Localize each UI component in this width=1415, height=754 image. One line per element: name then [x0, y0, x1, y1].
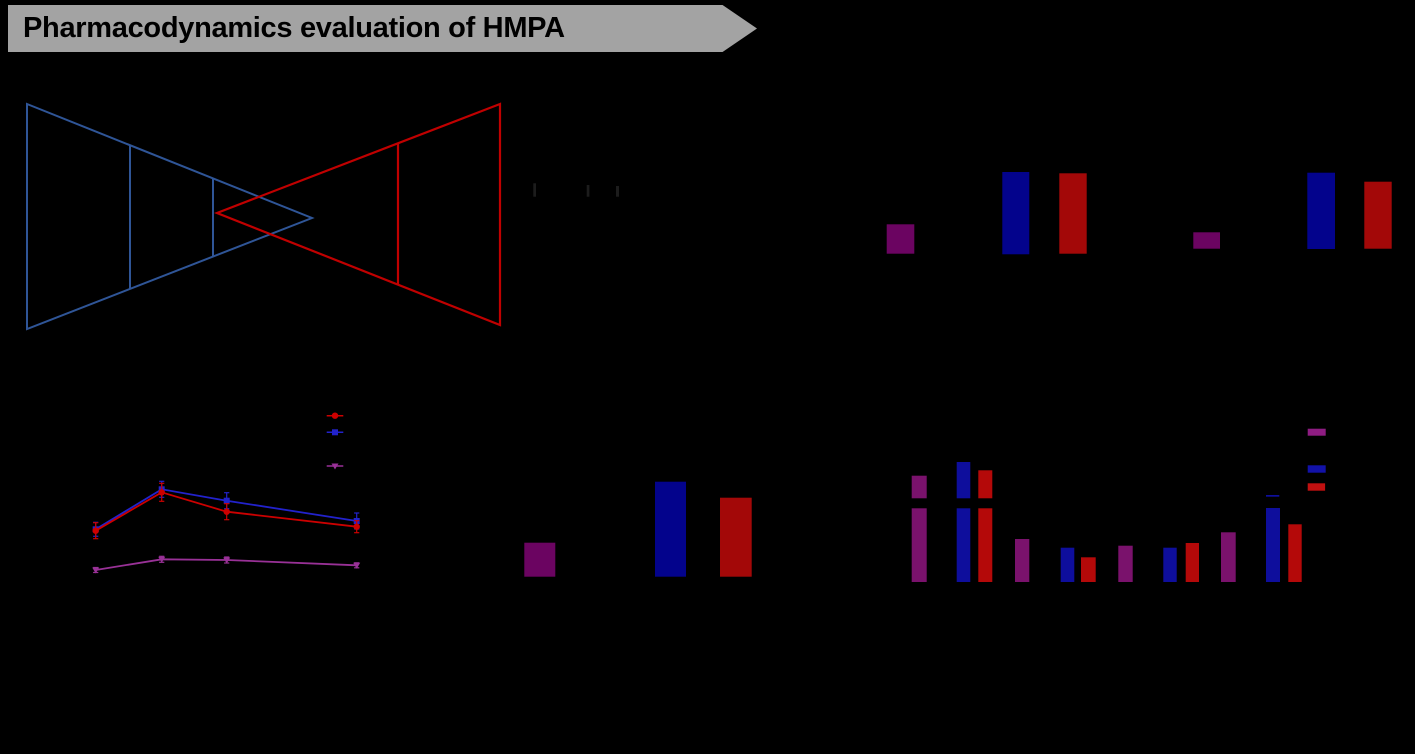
legend-swatch-red: [1307, 483, 1326, 491]
purple-bar: [1221, 532, 1236, 582]
blue-funnel-outline: [26, 102, 315, 331]
blue-bar: [1266, 508, 1280, 582]
blue-bar: [1060, 547, 1075, 582]
study-design-funnel-diagram: [26, 102, 502, 331]
faint-glyph-mark: [533, 183, 536, 197]
purple-bar: [911, 508, 927, 582]
blue-bar: [1002, 172, 1030, 255]
red-bar: [1364, 181, 1392, 249]
red-bar: [978, 470, 993, 499]
legend-swatch-purple: [1307, 428, 1326, 436]
red-series-line: [95, 491, 357, 532]
blue-bar: [1163, 547, 1177, 582]
blue-bar: [1266, 495, 1280, 497]
blue-series-line: [95, 488, 357, 531]
faint-glyph-mark: [616, 186, 619, 197]
red-bar: [1059, 173, 1087, 254]
purple-series-line: [95, 558, 357, 571]
blue-bar: [655, 481, 686, 577]
bottom-middle-bar-chart: [524, 481, 752, 577]
red-funnel-outline: [213, 102, 502, 327]
bottom-right-grouped-bar-chart: [911, 428, 1326, 582]
purple-bar: [911, 475, 927, 499]
title-banner: Pharmacodynamics evaluation of HMPA: [8, 5, 757, 52]
faint-text-marks: [533, 183, 619, 197]
red-bar: [1081, 557, 1096, 582]
red-bar: [1185, 543, 1199, 582]
purple-bar: [886, 224, 915, 254]
purple-bar: [1118, 545, 1133, 582]
purple-bar: [1193, 232, 1220, 249]
blue-bar: [956, 508, 971, 582]
blue-bar: [1307, 172, 1335, 249]
purple-bar: [524, 542, 556, 577]
purple-bar: [1015, 539, 1030, 582]
page-title: Pharmacodynamics evaluation of HMPA: [23, 12, 565, 44]
faint-glyph-mark: [586, 185, 590, 197]
top-right-grouped-bar-chart: [886, 172, 1392, 255]
bottom-left-line-chart: [92, 412, 361, 574]
red-bar: [720, 497, 752, 577]
legend-swatch-blue: [1307, 465, 1326, 473]
red-bar: [978, 508, 993, 582]
red-bar: [1288, 524, 1302, 582]
blue-bar: [956, 462, 971, 499]
